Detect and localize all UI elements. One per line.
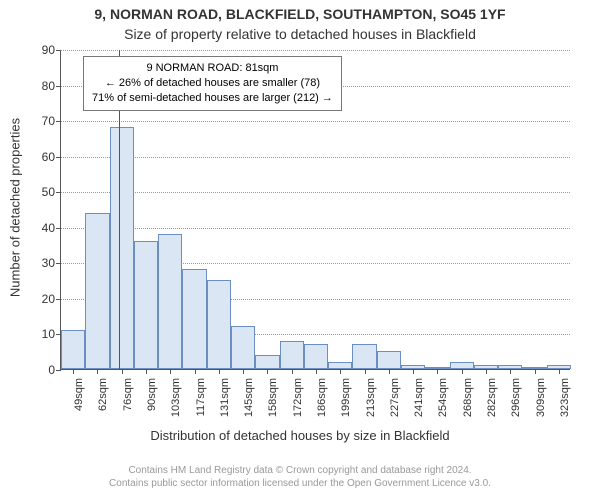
x-tick xyxy=(486,369,487,374)
x-tick xyxy=(73,369,74,374)
x-tick xyxy=(195,369,196,374)
x-tick xyxy=(170,369,171,374)
x-tick xyxy=(437,369,438,374)
annotation-line: ← 26% of detached houses are smaller (78… xyxy=(92,76,333,91)
annotation-line: 9 NORMAN ROAD: 81sqm xyxy=(92,61,333,76)
x-tick xyxy=(316,369,317,374)
y-tick xyxy=(56,299,61,300)
x-tick xyxy=(97,369,98,374)
gridline xyxy=(61,228,570,229)
x-axis-label: Distribution of detached houses by size … xyxy=(0,428,600,443)
x-tick xyxy=(559,369,560,374)
x-tick-label: 90sqm xyxy=(146,378,158,411)
y-tick-label: 50 xyxy=(42,185,55,199)
histogram-bar xyxy=(110,127,134,369)
x-tick xyxy=(389,369,390,374)
histogram-bar xyxy=(61,330,85,369)
x-tick-label: 213sqm xyxy=(365,378,377,417)
gridline xyxy=(61,157,570,158)
x-tick-label: 323sqm xyxy=(559,378,571,417)
x-tick-label: 172sqm xyxy=(292,378,304,417)
x-tick-label: 241sqm xyxy=(413,378,425,417)
y-tick xyxy=(56,228,61,229)
x-tick-label: 309sqm xyxy=(535,378,547,417)
y-tick xyxy=(56,86,61,87)
attribution-line: Contains public sector information licen… xyxy=(0,478,600,491)
x-tick-label: 103sqm xyxy=(170,378,182,417)
annotation-box: 9 NORMAN ROAD: 81sqm← 26% of detached ho… xyxy=(83,56,342,111)
histogram-bar xyxy=(134,241,158,369)
x-tick xyxy=(462,369,463,374)
histogram-bar xyxy=(158,234,182,369)
page-title-subtitle: Size of property relative to detached ho… xyxy=(0,26,600,42)
y-tick-label: 0 xyxy=(48,363,55,377)
y-tick-label: 30 xyxy=(42,256,55,270)
x-tick-label: 117sqm xyxy=(195,378,207,416)
y-tick xyxy=(56,192,61,193)
x-tick-label: 62sqm xyxy=(97,378,109,411)
y-tick-label: 10 xyxy=(42,327,55,341)
x-tick xyxy=(122,369,123,374)
y-tick-label: 70 xyxy=(42,114,55,128)
x-tick-label: 131sqm xyxy=(219,378,231,417)
x-tick xyxy=(535,369,536,374)
x-tick-label: 254sqm xyxy=(437,378,449,417)
annotation-line: 71% of semi-detached houses are larger (… xyxy=(92,91,333,106)
histogram-bar xyxy=(352,344,376,369)
x-tick xyxy=(219,369,220,374)
y-tick-label: 80 xyxy=(42,79,55,93)
x-tick xyxy=(146,369,147,374)
histogram-bar xyxy=(207,280,231,369)
x-tick xyxy=(413,369,414,374)
y-tick-label: 20 xyxy=(42,292,55,306)
y-tick xyxy=(56,370,61,371)
histogram-bar xyxy=(255,355,279,369)
histogram-bar xyxy=(304,344,328,369)
page-title-address: 9, NORMAN ROAD, BLACKFIELD, SOUTHAMPTON,… xyxy=(0,6,600,22)
x-tick-label: 296sqm xyxy=(510,378,522,417)
x-tick-label: 282sqm xyxy=(486,378,498,417)
gridline xyxy=(61,121,570,122)
x-tick xyxy=(340,369,341,374)
y-tick xyxy=(56,121,61,122)
x-tick xyxy=(365,369,366,374)
histogram-bar xyxy=(328,362,352,369)
plot-region: 010203040506070809049sqm62sqm76sqm90sqm1… xyxy=(60,50,570,370)
x-tick-label: 227sqm xyxy=(389,378,401,417)
y-tick-label: 60 xyxy=(42,150,55,164)
x-tick-label: 268sqm xyxy=(462,378,474,417)
x-tick-label: 76sqm xyxy=(122,378,134,411)
y-axis-label: Number of detached properties xyxy=(8,108,23,308)
attribution-line: Contains HM Land Registry data © Crown c… xyxy=(0,465,600,478)
x-tick xyxy=(267,369,268,374)
histogram-bar xyxy=(85,213,109,369)
y-tick-label: 40 xyxy=(42,221,55,235)
x-tick xyxy=(243,369,244,374)
histogram-bar xyxy=(231,326,255,369)
y-tick xyxy=(56,50,61,51)
x-tick-label: 186sqm xyxy=(316,378,328,417)
attribution-text: Contains HM Land Registry data © Crown c… xyxy=(0,465,600,490)
x-tick-label: 49sqm xyxy=(73,378,85,411)
x-tick-label: 199sqm xyxy=(340,378,352,417)
x-tick-label: 145sqm xyxy=(243,378,255,417)
histogram-bar xyxy=(280,341,304,369)
y-tick-label: 90 xyxy=(42,43,55,57)
histogram-bar xyxy=(182,269,206,369)
x-tick-label: 158sqm xyxy=(267,378,279,417)
chart-area: 010203040506070809049sqm62sqm76sqm90sqm1… xyxy=(60,50,570,370)
gridline xyxy=(61,192,570,193)
gridline xyxy=(61,50,570,51)
histogram-bar xyxy=(377,351,401,369)
x-tick xyxy=(292,369,293,374)
y-tick xyxy=(56,263,61,264)
y-tick xyxy=(56,157,61,158)
histogram-bar xyxy=(450,362,474,369)
x-tick xyxy=(510,369,511,374)
